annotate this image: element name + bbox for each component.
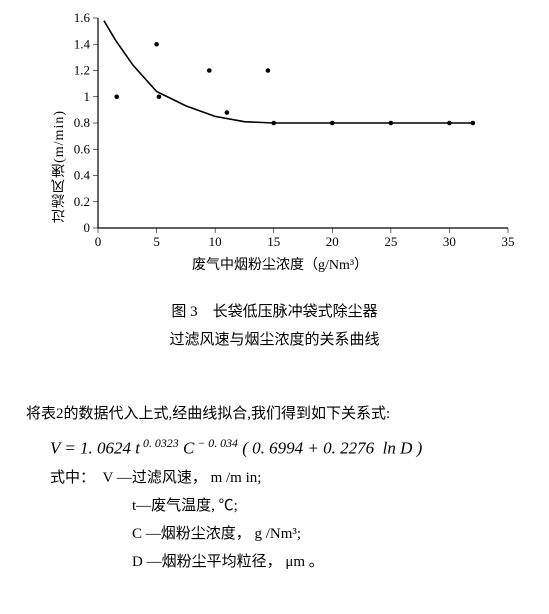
- svg-text:1: 1: [84, 89, 91, 104]
- svg-text:0.2: 0.2: [74, 194, 90, 209]
- def-V-text: V —过滤风速， m /m in;: [103, 470, 262, 486]
- svg-text:1.6: 1.6: [74, 10, 91, 25]
- svg-text:25: 25: [384, 234, 397, 249]
- where-label: 式中：: [50, 470, 95, 486]
- caption-line-1: 图 3 长袋低压脉冲袋式除尘器: [0, 298, 549, 326]
- svg-text:0: 0: [84, 220, 91, 235]
- svg-text:15: 15: [267, 234, 280, 249]
- intro-line: 将表2的数据代入上式,经曲线拟合,我们得到如下关系式:: [26, 400, 526, 428]
- chart-container: 过滤风速(m/min) 0 0.2 0.4 0.6 0.8 1 1.2 1.4 1.6 0 5 10 1…: [40, 10, 520, 280]
- svg-text:0.6: 0.6: [74, 141, 91, 156]
- chart-svg: 0 0.2 0.4 0.6 0.8 1 1.2 1.4 1.6 0 5 10 15 20 25 30 35: [40, 10, 520, 280]
- svg-text:10: 10: [209, 234, 222, 249]
- svg-text:1.4: 1.4: [74, 36, 91, 51]
- page-root: 过滤风速(m/min) 0 0.2 0.4 0.6 0.8 1 1.2 1.4 1.6 0 5 10 1…: [0, 0, 549, 614]
- svg-text:1.2: 1.2: [74, 63, 90, 78]
- def-line-t: t—废气温度, ℃;: [50, 492, 526, 520]
- svg-text:20: 20: [326, 234, 339, 249]
- svg-text:0: 0: [95, 234, 102, 249]
- def-line-C: C —烟粉尘浓度， g /Nm³;: [50, 520, 526, 548]
- body-text-block: 将表2的数据代入上式,经曲线拟合,我们得到如下关系式: V = 1. 0624 …: [26, 400, 526, 576]
- def-line-V: 式中： V —过滤风速， m /m in;: [50, 464, 526, 492]
- svg-text:0.4: 0.4: [74, 168, 91, 183]
- y-axis-label: 过滤风速(m/min): [50, 110, 70, 223]
- svg-text:0.8: 0.8: [74, 115, 90, 130]
- formula-line: V = 1. 0624 t 0. 0323 C − 0. 034 ( 0. 69…: [26, 428, 526, 464]
- svg-text:35: 35: [502, 234, 515, 249]
- caption-line-2: 过滤风速与烟尘浓度的关系曲线: [0, 326, 549, 354]
- x-axis-label: 废气中烟粉尘浓度（g/Nm³）: [40, 254, 520, 274]
- def-line-D: D —烟粉尘平均粒径， μm 。: [50, 548, 526, 576]
- figure-caption: 图 3 长袋低压脉冲袋式除尘器 过滤风速与烟尘浓度的关系曲线: [0, 298, 549, 354]
- svg-text:5: 5: [153, 234, 160, 249]
- svg-text:30: 30: [443, 234, 456, 249]
- definitions-block: 式中： V —过滤风速， m /m in; t—废气温度, ℃; C —烟粉尘浓…: [26, 464, 526, 576]
